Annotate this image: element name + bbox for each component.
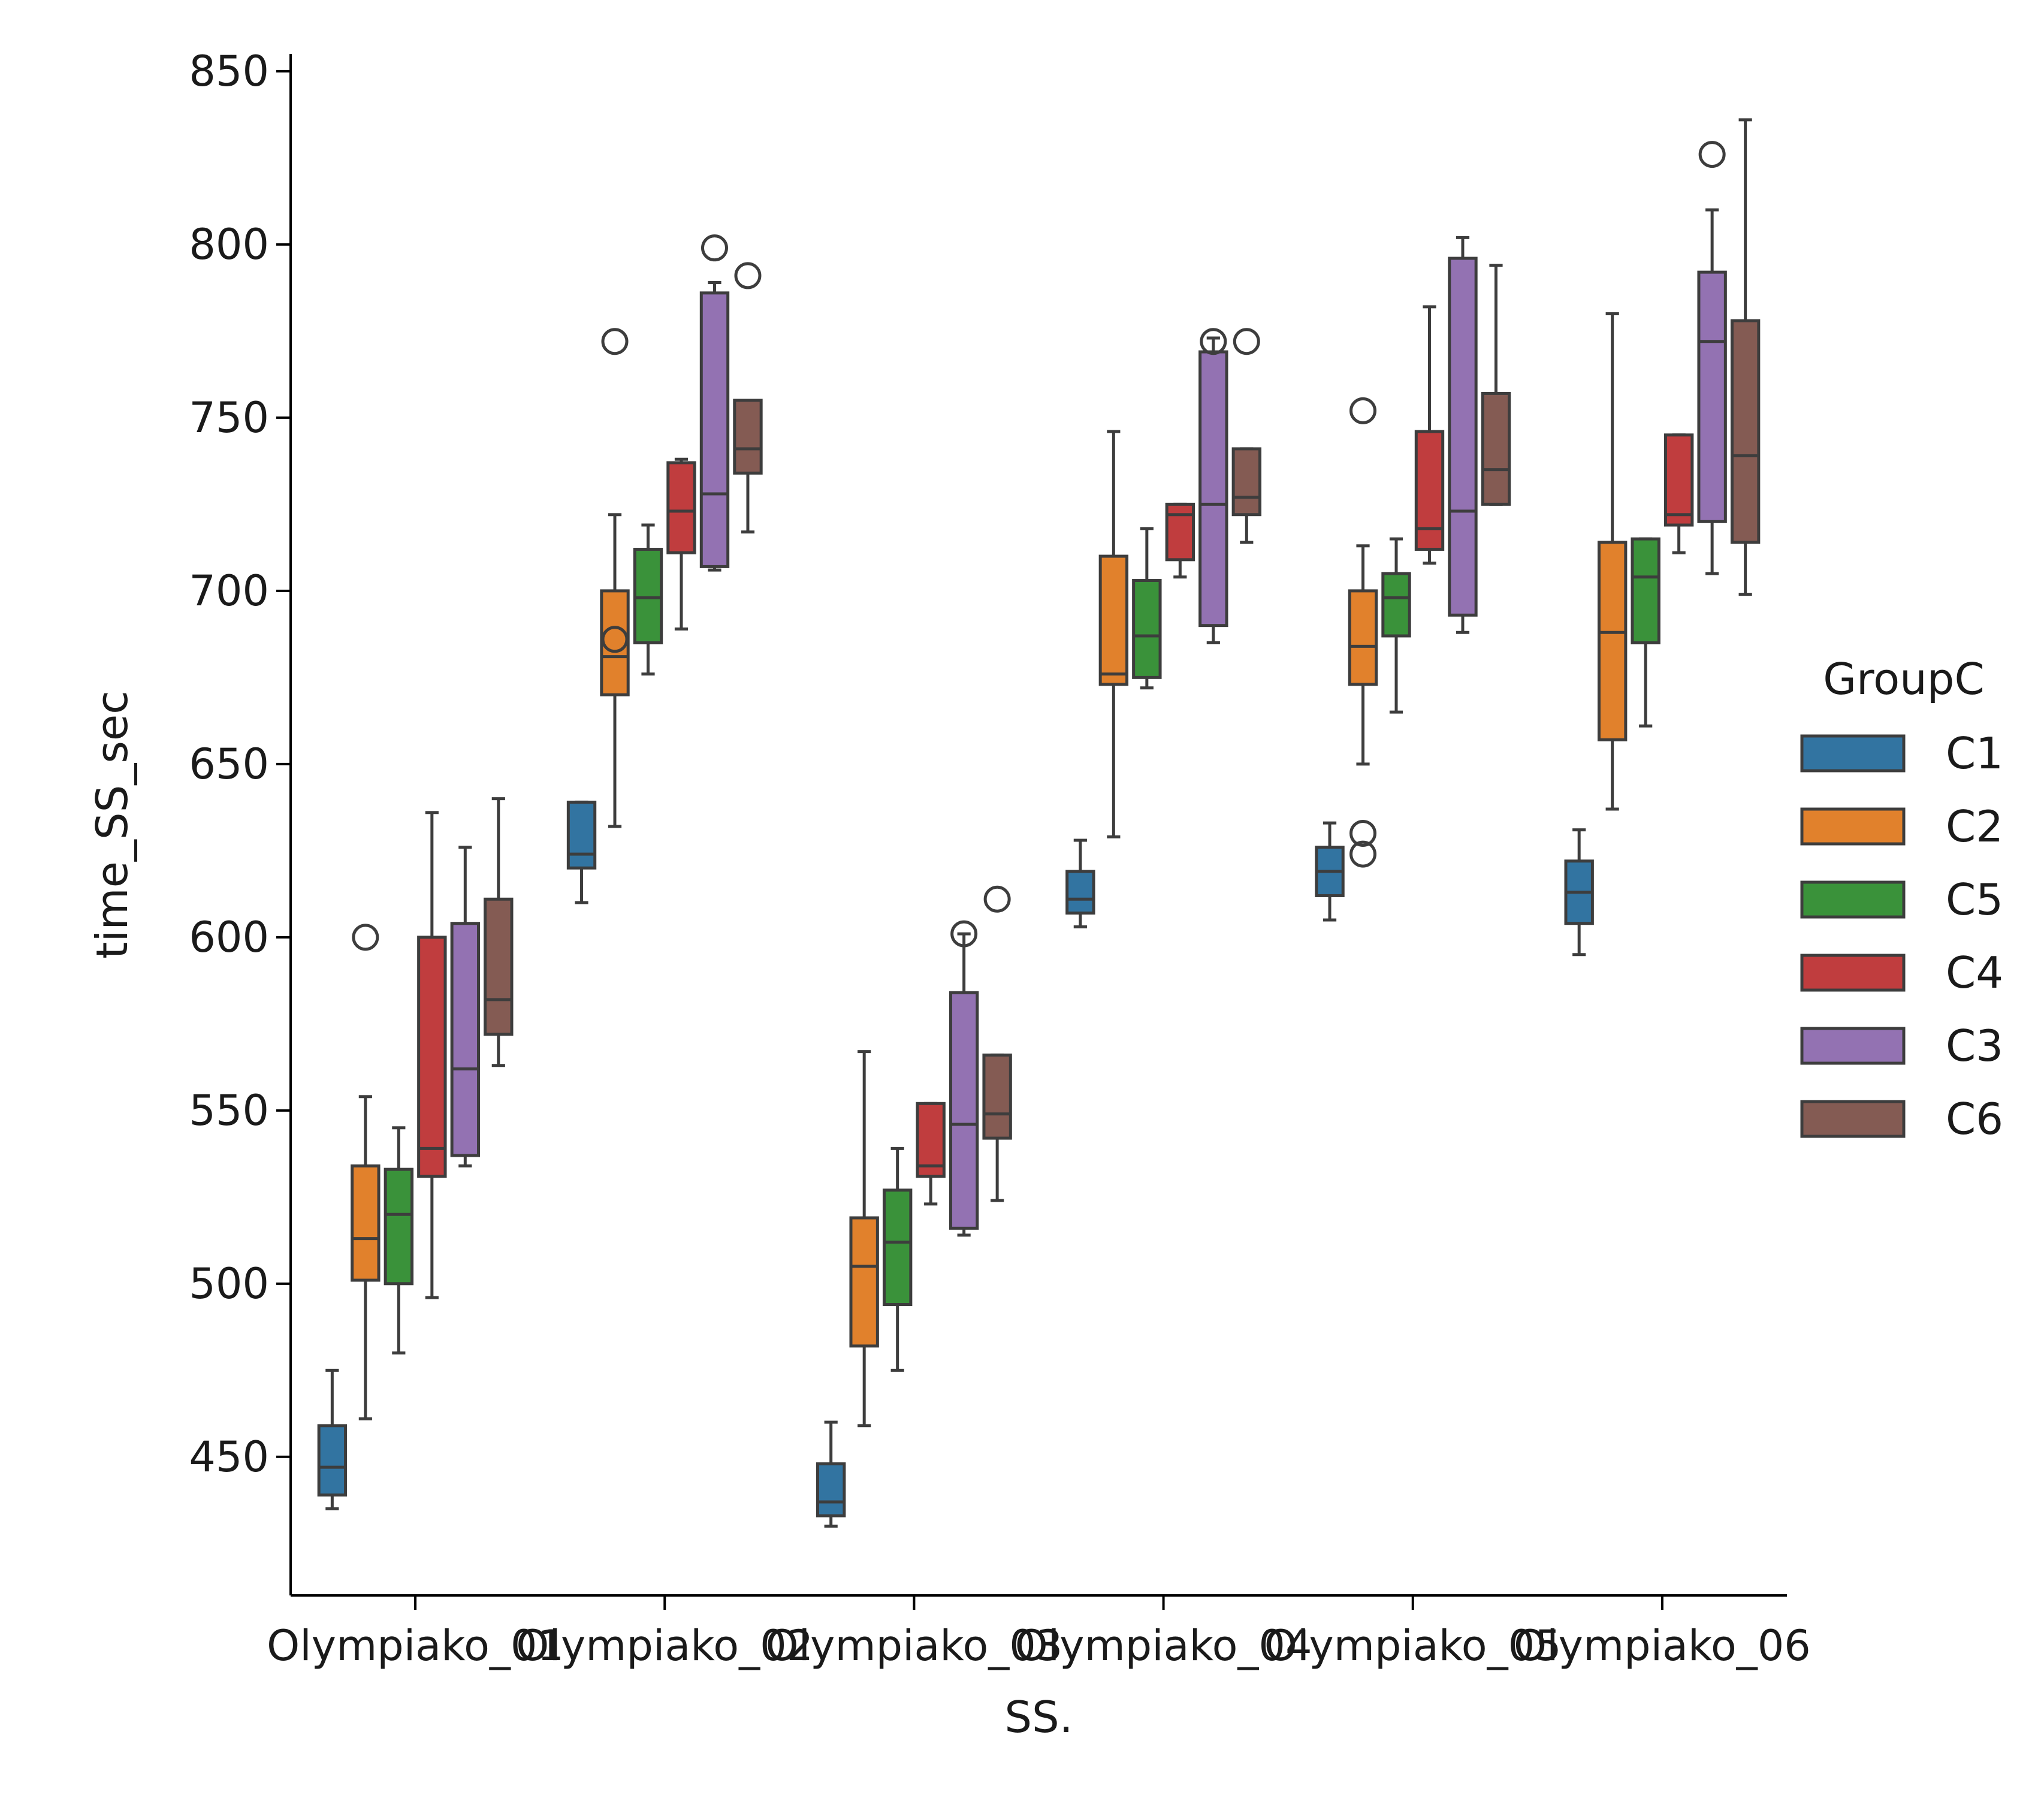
box-C2 — [1597, 541, 1628, 741]
legend-item-C1: C1 — [1800, 728, 2003, 779]
box-C4 — [666, 461, 696, 554]
series-C1 — [317, 800, 1594, 1528]
outlier-point — [1349, 840, 1377, 868]
legend-label: C6 — [1946, 1094, 2003, 1144]
outlier-point — [983, 885, 1011, 913]
legend-item-C3: C3 — [1800, 1021, 2003, 1071]
box-C1 — [317, 1424, 348, 1497]
y-tick-label: 500 — [189, 1259, 269, 1308]
outlier-point — [1200, 328, 1227, 355]
series-C3 — [450, 141, 1727, 1237]
legend-label: C5 — [1946, 874, 2003, 925]
box-C6 — [1481, 391, 1511, 506]
box-C1 — [816, 1462, 846, 1518]
box-C3 — [949, 991, 979, 1230]
series-C6 — [484, 118, 1761, 1202]
outlier-point — [1349, 397, 1377, 424]
legend-item-C2: C2 — [1800, 801, 2003, 852]
box-C2 — [1098, 554, 1129, 686]
x-axis: Olympiako_01Olympiako_02Olympiako_03Olym… — [267, 1594, 1811, 1670]
box-C2 — [600, 589, 630, 696]
outlier-point — [1349, 819, 1377, 847]
box-C3 — [1697, 270, 1727, 523]
box-C5 — [633, 548, 663, 645]
series-C2 — [351, 312, 1628, 1428]
box-C3 — [450, 922, 481, 1157]
box-C6 — [1231, 447, 1262, 517]
legend-swatch — [1800, 1100, 1906, 1138]
outlier-point — [601, 328, 629, 355]
box-C5 — [1631, 537, 1660, 645]
legend-swatch — [1800, 1027, 1906, 1065]
box-C3 — [1448, 257, 1478, 617]
y-tick-label: 600 — [189, 913, 269, 962]
box-C2 — [849, 1216, 879, 1348]
outlier-point — [950, 920, 978, 948]
box-C5 — [384, 1168, 414, 1286]
box-C4 — [1663, 433, 1694, 527]
box-C3 — [699, 291, 730, 568]
legend-item-C6: C6 — [1800, 1094, 2003, 1144]
y-tick-label: 850 — [189, 47, 269, 96]
box-C4 — [1165, 502, 1195, 562]
x-tick-label: Olympiako_01 — [267, 1621, 564, 1670]
box-C1 — [1065, 870, 1095, 915]
legend-label: C2 — [1946, 801, 2003, 852]
box-C4 — [916, 1102, 946, 1178]
box-C5 — [1132, 579, 1162, 679]
outlier-point — [734, 262, 762, 289]
box-C3 — [1198, 350, 1228, 628]
x-tick-label: Olympiako_04 — [1015, 1621, 1312, 1670]
x-tick-label: Olympiako_02 — [516, 1621, 813, 1670]
x-tick-label: Olympiako_06 — [1514, 1621, 1811, 1670]
legend-swatch — [1800, 734, 1906, 773]
plot-area — [317, 118, 1761, 1528]
box-C5 — [882, 1188, 913, 1306]
legend-swatch — [1800, 954, 1906, 992]
outlier-point — [1233, 328, 1260, 355]
box-C2 — [1348, 589, 1378, 686]
box-C6 — [733, 399, 763, 475]
box-C2 — [351, 1164, 381, 1282]
legend-label: C4 — [1946, 948, 2003, 998]
box-C5 — [1381, 572, 1411, 638]
legend-swatch — [1800, 880, 1906, 919]
series-C4 — [417, 305, 1694, 1299]
legend-label: C3 — [1946, 1021, 2003, 1071]
series-C5 — [384, 523, 1660, 1372]
outlier-point — [701, 234, 728, 262]
y-axis-title: time_SS_sec — [87, 690, 137, 958]
y-tick-label: 800 — [189, 220, 269, 269]
legend-item-C5: C5 — [1800, 874, 2003, 925]
outlier-point — [1698, 141, 1726, 168]
legend-label: C1 — [1946, 728, 2003, 779]
y-tick-label: 550 — [189, 1086, 269, 1135]
y-tick-label: 750 — [189, 393, 269, 442]
legend-swatch — [1800, 807, 1906, 846]
y-tick-label: 700 — [189, 566, 269, 616]
legend-title: GroupC — [1823, 654, 1984, 704]
y-tick-label: 650 — [189, 740, 269, 789]
x-tick-label: Olympiako_03 — [765, 1621, 1062, 1670]
x-axis-title: SS. — [1004, 1692, 1073, 1742]
outlier-point — [601, 626, 629, 653]
legend: GroupC C1 C2 C5 C4 C3 C6 — [1800, 654, 2003, 1144]
legend-item-C4: C4 — [1800, 948, 2003, 998]
box-C4 — [1414, 430, 1445, 551]
box-C1 — [566, 800, 597, 870]
box-C6 — [1730, 319, 1761, 544]
y-tick-label: 450 — [189, 1432, 269, 1482]
y-axis: 450 500 550 600 650 700 750 800 850 — [189, 47, 292, 1595]
box-C6 — [484, 897, 514, 1036]
outlier-point — [352, 924, 379, 951]
x-tick-label: Olympiako_05 — [1264, 1621, 1562, 1670]
box-C4 — [417, 936, 447, 1178]
box-C6 — [982, 1053, 1012, 1140]
